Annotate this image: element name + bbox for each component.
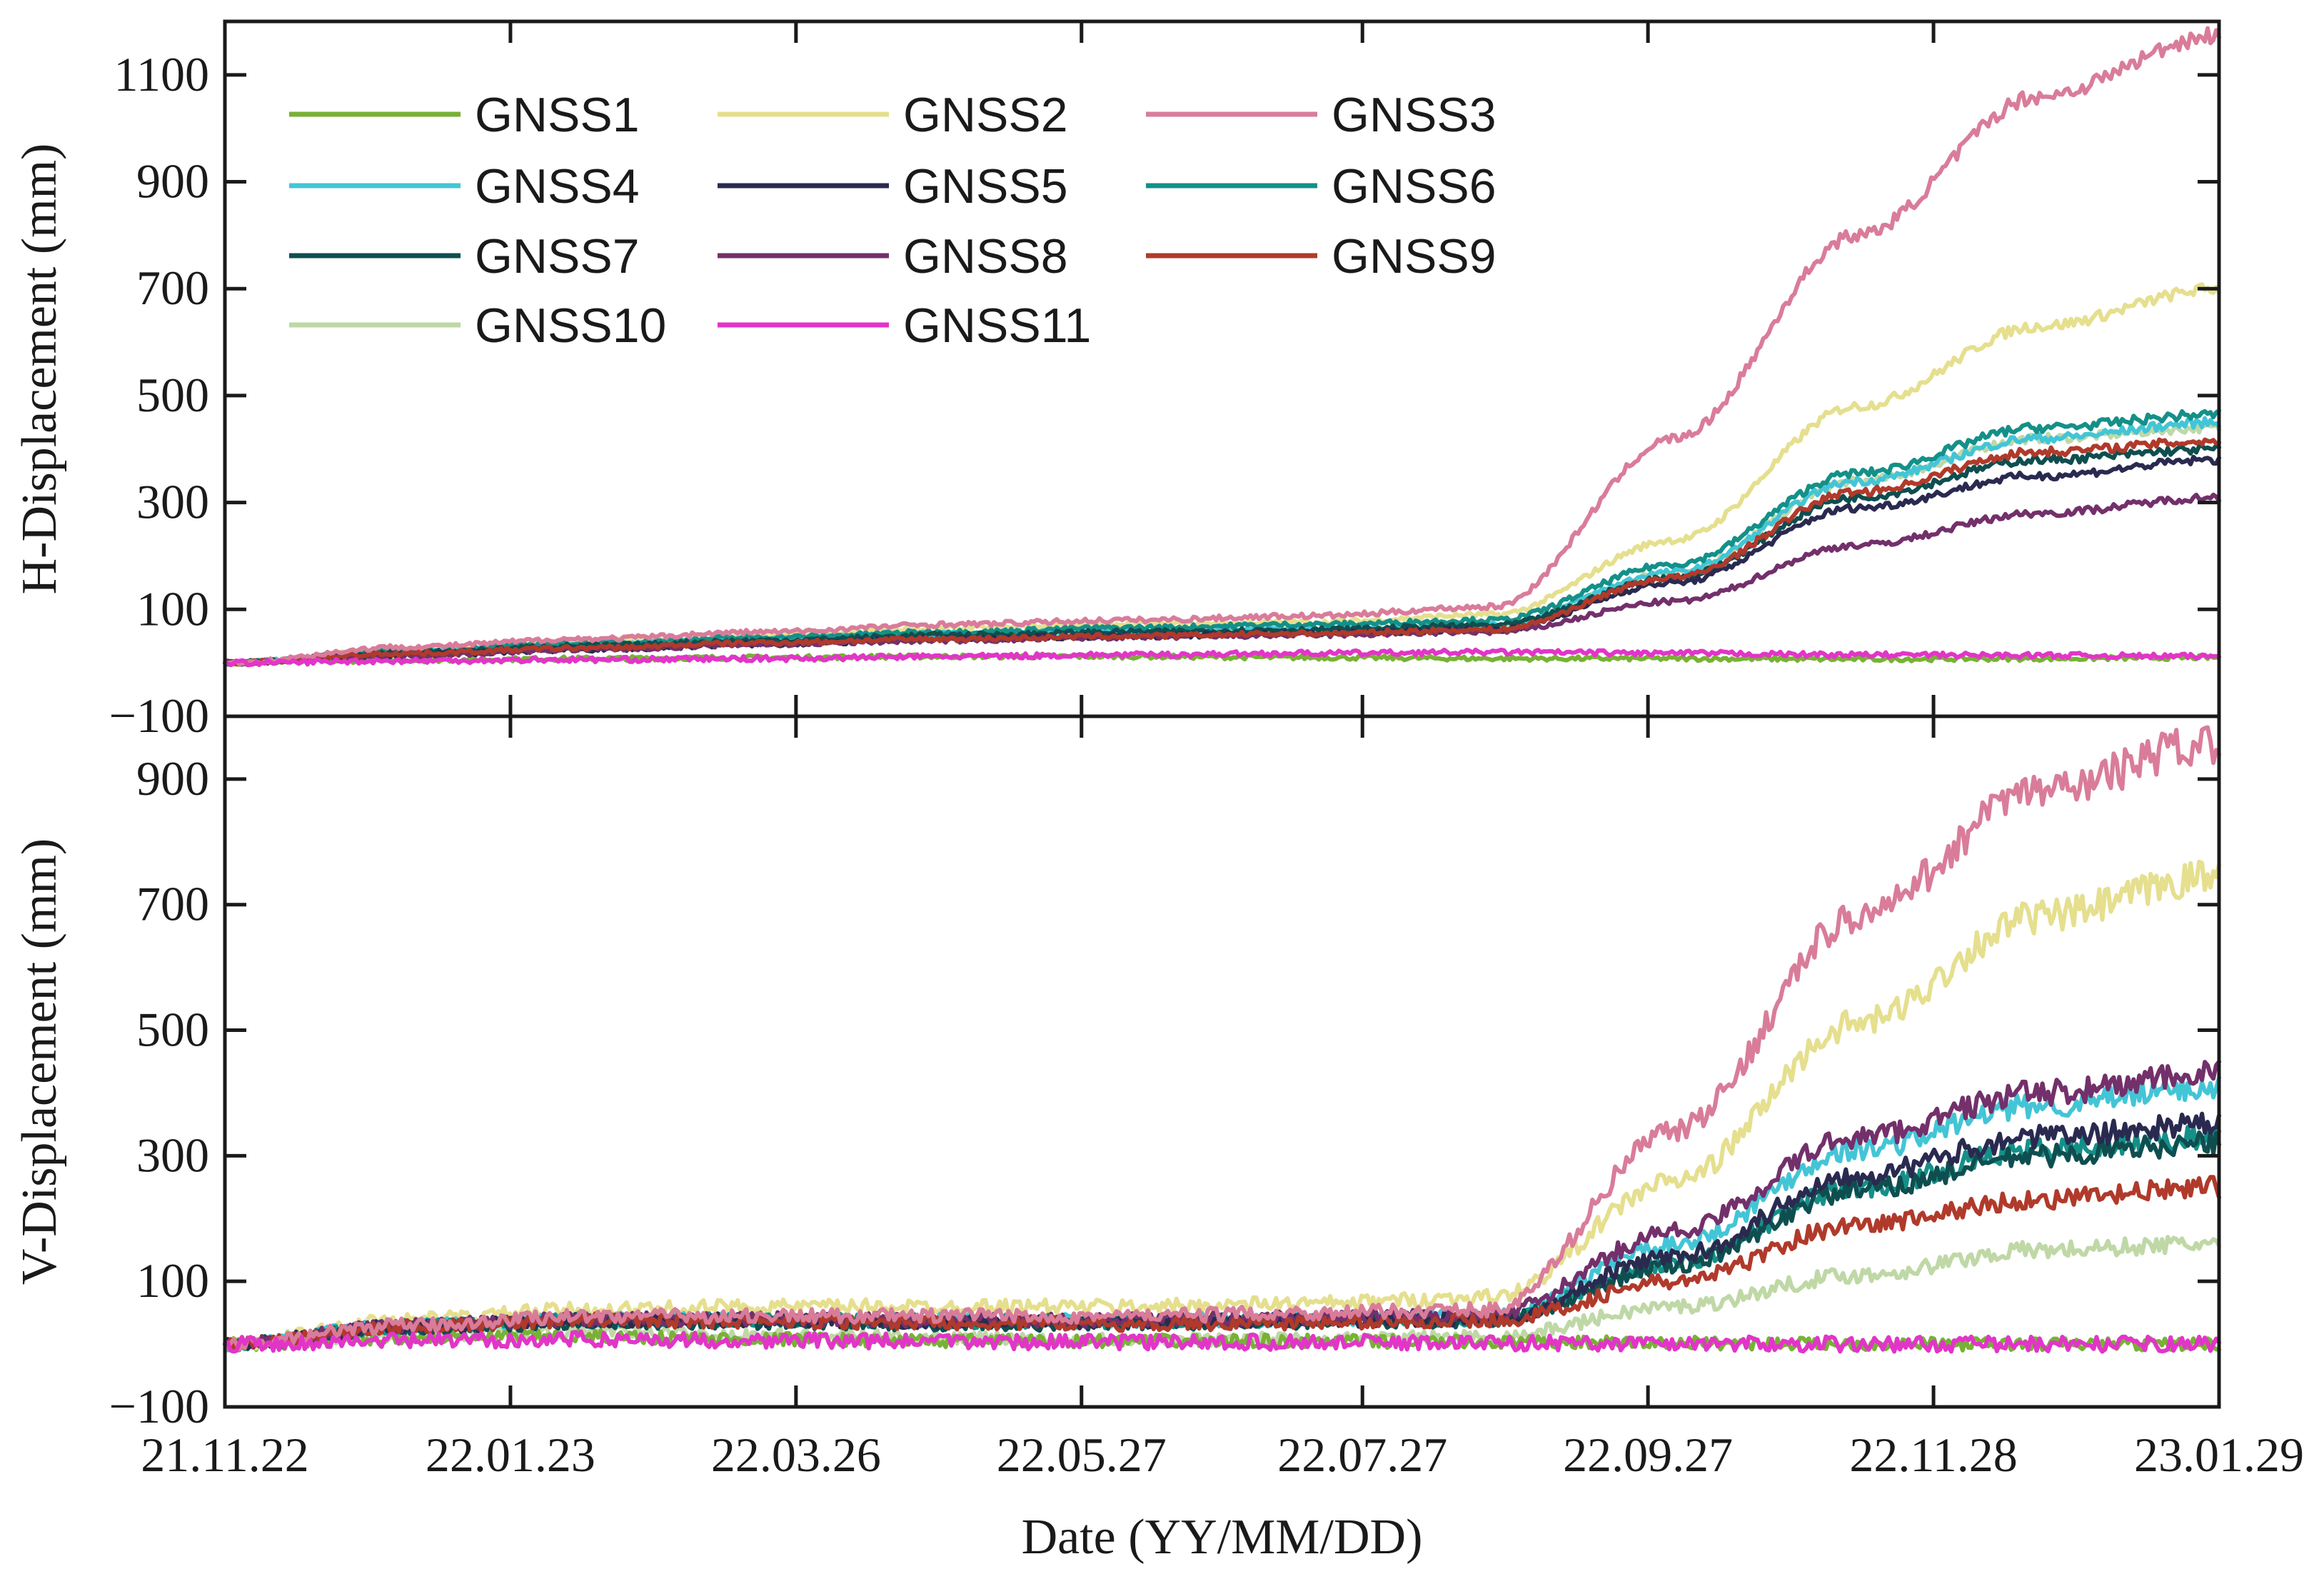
y-tick-label: 500	[136, 368, 209, 422]
legend-label-gnss4: GNSS4	[475, 159, 640, 214]
x-tick-label: 22.07.27	[1277, 1428, 1447, 1482]
x-tick-label: 21.11.22	[141, 1428, 308, 1482]
y-tick-label: −100	[109, 688, 209, 743]
legend-label-gnss6: GNSS6	[1332, 159, 1496, 214]
series-line-gnss9	[223, 437, 2221, 667]
date-axis-title: Date (YY/MM/DD)	[1022, 1510, 1423, 1565]
series-line-gnss11	[223, 1329, 2221, 1354]
y-tick-label: 100	[136, 1253, 209, 1308]
y-tick-label: 700	[136, 877, 209, 931]
v-displacement-series-group	[223, 725, 2221, 1354]
h-displacement-panel: −100 100 300 500 700 900 1100 H-Displacement (…	[12, 19, 2221, 743]
legend-label-gnss9: GNSS9	[1332, 229, 1496, 284]
legend-label-gnss7: GNSS7	[475, 229, 640, 284]
series-line-gnss3	[223, 26, 2221, 667]
x-tick-label: 22.09.27	[1563, 1428, 1733, 1482]
v-displacement-ticks: −100 100 300 500 700 900 21.11.22 22.01.23 22.03…	[109, 716, 2304, 1482]
x-tick-label: 22.05.27	[997, 1428, 1167, 1482]
h-displacement-series-group	[223, 26, 2221, 668]
series-line-gnss2	[223, 859, 2221, 1352]
y-tick-label: 500	[136, 1003, 209, 1057]
v-displacement-panel: −100 100 300 500 700 900 21.11.22 22.01.23 22.03…	[12, 714, 2304, 1565]
x-tick-label: 22.03.26	[711, 1428, 881, 1482]
x-tick-label: 22.11.28	[1849, 1428, 2017, 1482]
y-tick-label: 700	[136, 261, 209, 315]
x-tick-label: 22.01.23	[426, 1428, 595, 1482]
legend-label-gnss8: GNSS8	[903, 229, 1068, 284]
legend-label-gnss11: GNSS11	[903, 299, 1091, 353]
h-displacement-ticks: −100 100 300 500 700 900 1100	[109, 21, 2221, 743]
legend-label-gnss1: GNSS1	[475, 88, 640, 142]
y-tick-label: 1100	[114, 47, 209, 101]
v-displacement-axis-title: V-Displacement (mm)	[12, 838, 67, 1285]
y-tick-label: 300	[136, 1128, 209, 1182]
v-displacement-plot-frame	[223, 714, 2221, 1409]
h-displacement-axis-title: H-Displacement (mm)	[12, 144, 67, 595]
y-tick-label: −100	[109, 1379, 209, 1433]
y-tick-label: 100	[136, 581, 209, 636]
legend-label-gnss3: GNSS3	[1332, 88, 1496, 142]
series-line-gnss11	[223, 647, 2221, 668]
legend-label-gnss5: GNSS5	[903, 159, 1068, 214]
legend-label-gnss10: GNSS10	[475, 299, 666, 353]
y-tick-label: 300	[136, 475, 209, 529]
legend-label-gnss2: GNSS2	[903, 88, 1068, 142]
y-tick-label: 900	[136, 154, 209, 209]
series-line-gnss3	[223, 725, 2221, 1352]
series-line-gnss9	[223, 1175, 2221, 1351]
legend: GNSS1 GNSS2 GNSS3 GNSS4 GNSS5 GNSS6 GNSS7 GNSS8…	[289, 88, 1496, 353]
y-tick-label: 900	[136, 751, 209, 806]
x-tick-label: 23.01.29	[2134, 1428, 2304, 1482]
